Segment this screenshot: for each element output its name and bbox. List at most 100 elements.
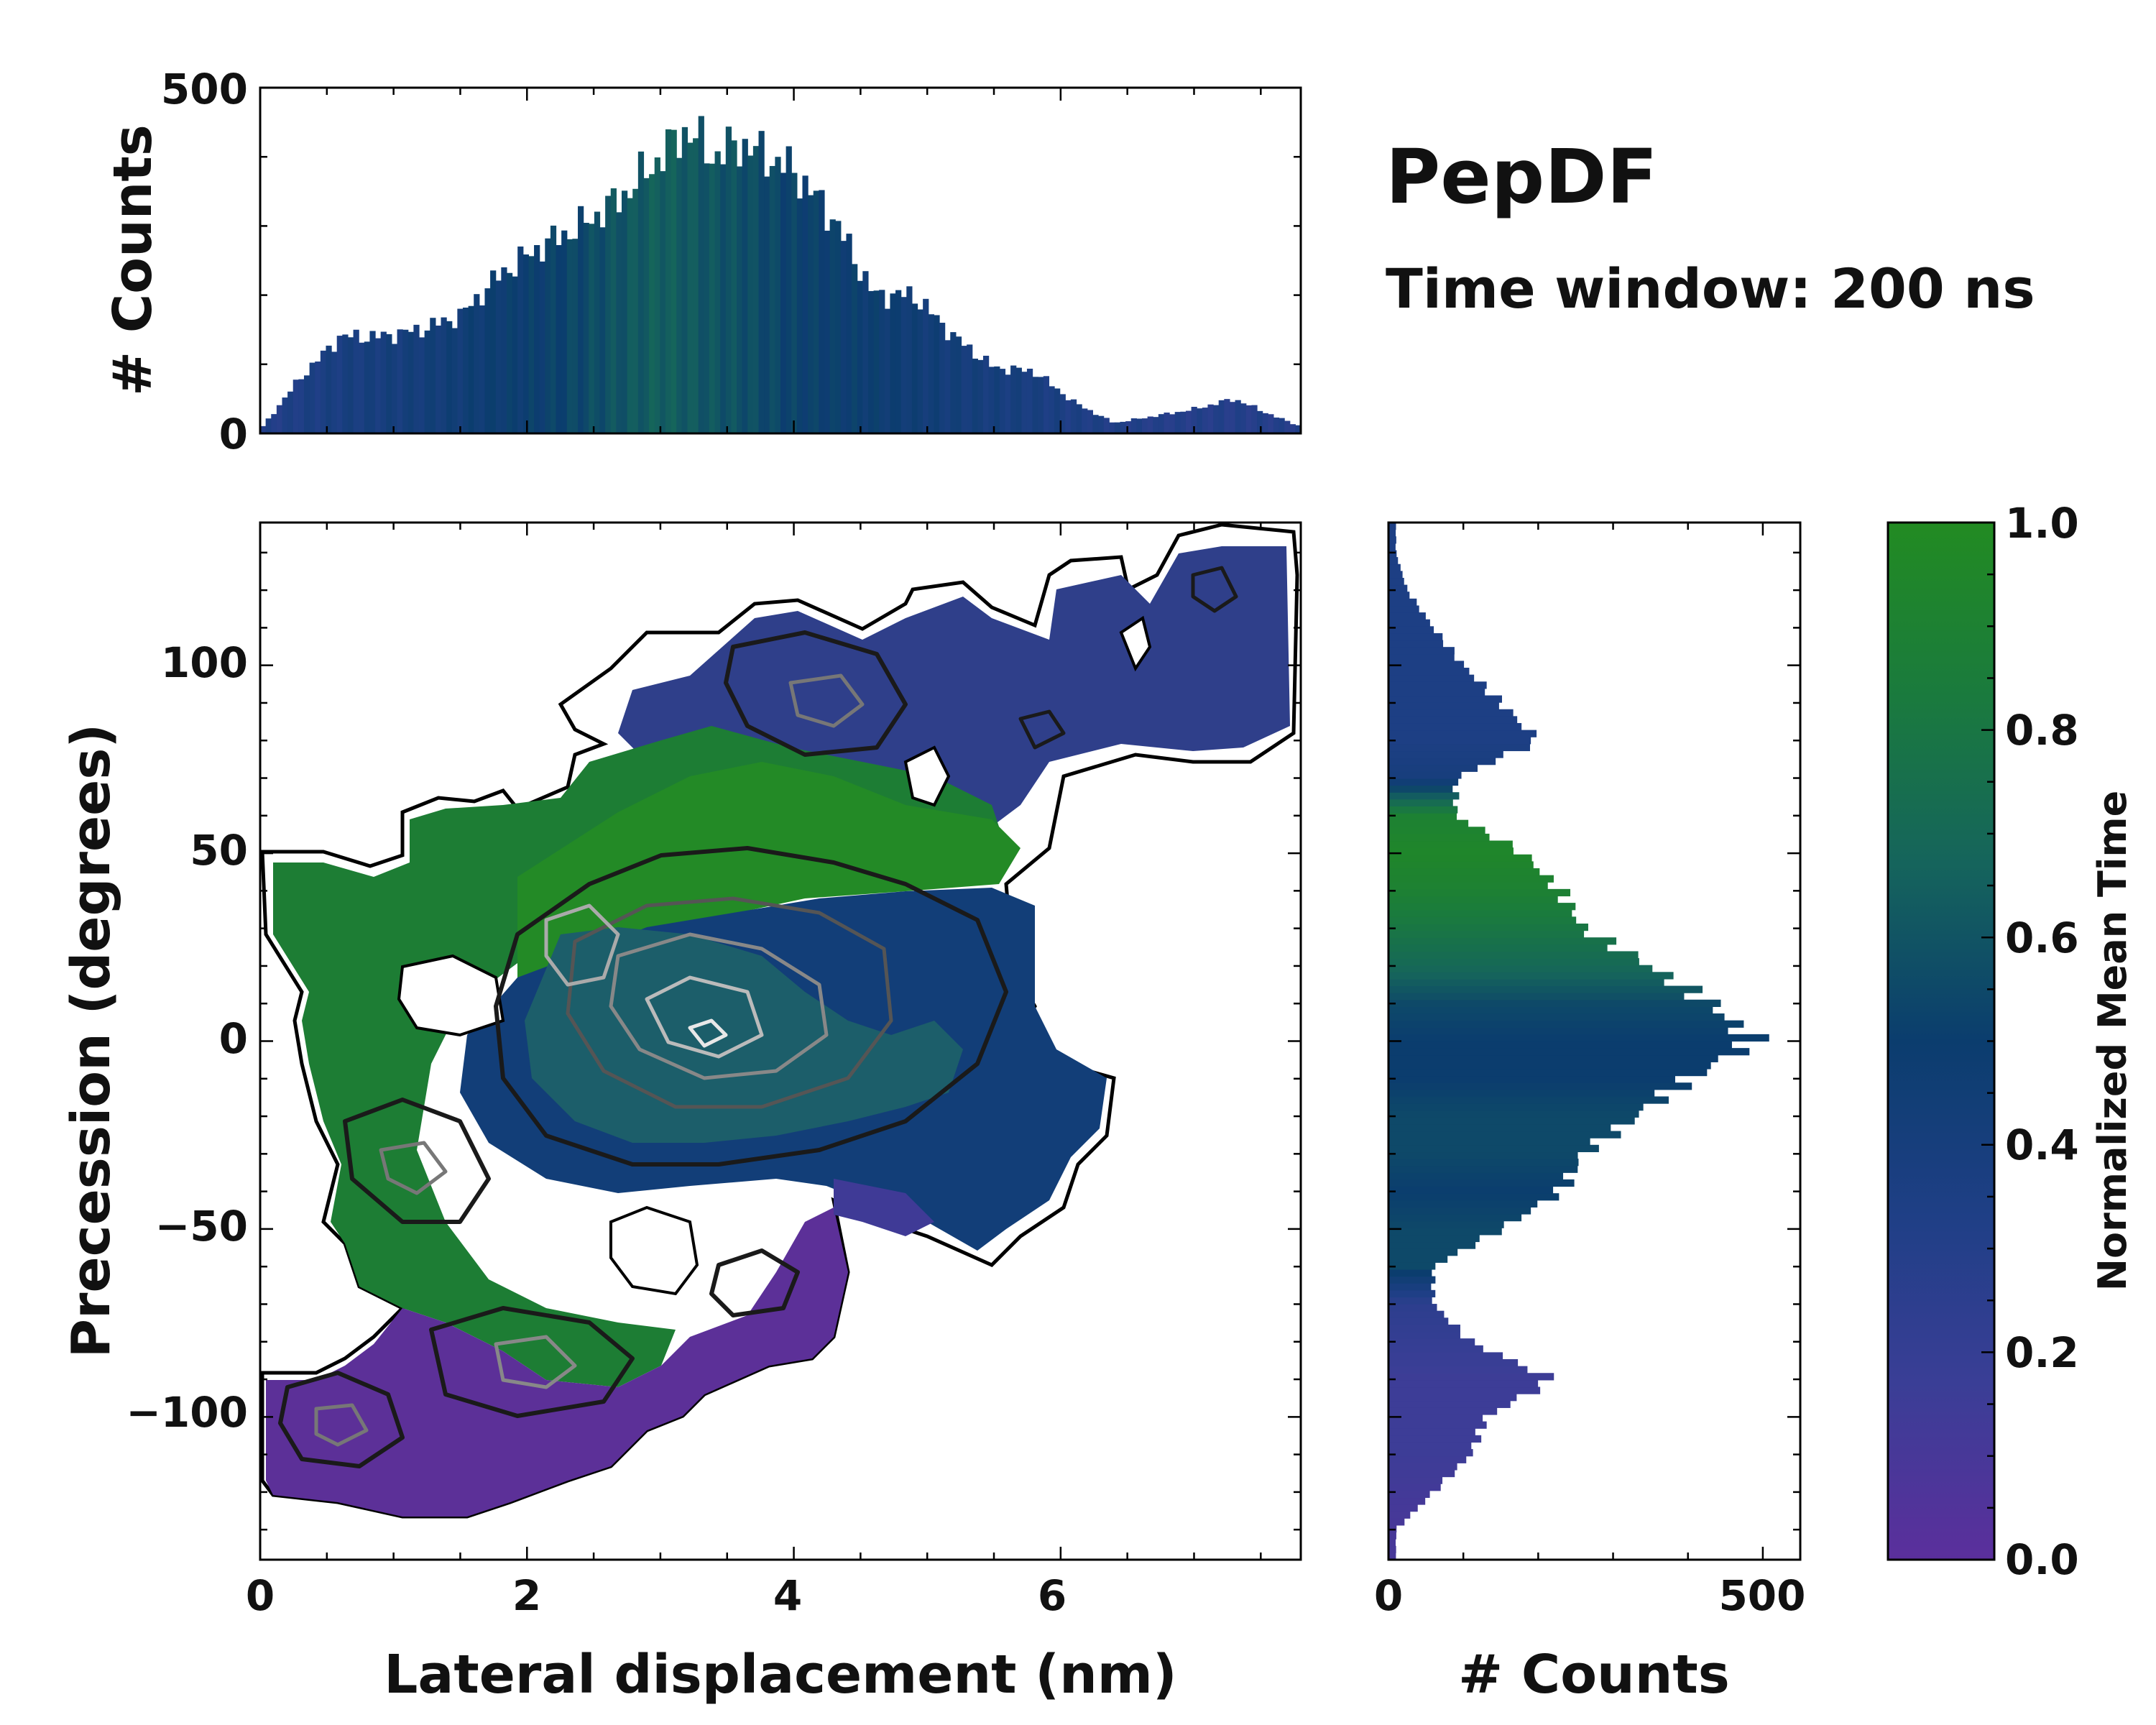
histogram-bar — [780, 172, 787, 433]
main-ytick-label: −50 — [155, 1202, 248, 1251]
histogram-bar — [900, 297, 907, 433]
histogram-bar — [786, 146, 792, 434]
histogram-bar — [769, 165, 775, 433]
colorbar-ticks — [1981, 521, 1994, 1561]
histogram-bar — [1388, 999, 1721, 1007]
histogram-bar — [906, 286, 913, 433]
contour-line — [688, 1018, 728, 1048]
histogram-bar — [1158, 414, 1165, 433]
histogram-bar — [1289, 424, 1296, 433]
histogram-bar — [972, 358, 978, 433]
histogram-bar — [1388, 1207, 1531, 1215]
histogram-bar — [424, 330, 430, 433]
histogram-bar — [731, 140, 737, 433]
histogram-bar — [578, 206, 584, 433]
right-histogram-ticks — [1387, 523, 1800, 1560]
histogram-bar — [1388, 577, 1404, 586]
main-ytick-label: −100 — [126, 1388, 248, 1437]
histogram-bar — [1388, 1220, 1504, 1228]
histogram-bar — [561, 230, 568, 433]
density-hole — [903, 745, 951, 807]
histogram-bar — [501, 267, 507, 433]
density-hole — [609, 1205, 699, 1296]
histogram-bar — [840, 241, 847, 433]
histogram-bar — [944, 340, 951, 433]
histogram-bar — [1388, 1497, 1426, 1505]
histogram-bar — [1388, 1228, 1502, 1236]
histogram-bar — [556, 244, 562, 433]
region-left-green — [273, 726, 1006, 1387]
histogram-bar — [1388, 799, 1453, 807]
histogram-bar — [1388, 1442, 1472, 1450]
histogram-bar — [923, 298, 929, 433]
histogram-bar — [1257, 410, 1263, 433]
histogram-bar — [1388, 868, 1540, 876]
histogram-bar — [1130, 418, 1137, 433]
histogram-bar — [802, 175, 808, 434]
histogram-bar — [1125, 421, 1132, 433]
histogram-bar — [303, 375, 310, 433]
histogram-bar — [660, 171, 666, 434]
histogram-bar — [1388, 1455, 1467, 1463]
histogram-bar — [1388, 1131, 1621, 1138]
histogram-bar — [1388, 951, 1639, 959]
contour-line — [429, 1306, 635, 1418]
histogram-bar — [369, 331, 376, 433]
density-hole — [1119, 615, 1152, 672]
histogram-bar — [1388, 674, 1475, 682]
histogram-bar — [1213, 405, 1220, 433]
histogram-bar — [342, 334, 349, 433]
colorbar-label: Normalized Mean Time — [2090, 791, 2135, 1291]
top-ytick-label: 500 — [161, 65, 248, 114]
histogram-bar — [386, 334, 392, 433]
main-ylabel: Precession (degrees) — [60, 724, 122, 1358]
histogram-bar — [1388, 1241, 1476, 1249]
histogram-bar — [1169, 414, 1176, 433]
histogram-bar — [260, 426, 267, 433]
histogram-bar — [1388, 619, 1430, 627]
contour-line — [609, 932, 829, 1080]
histogram-bar — [1235, 400, 1241, 433]
histogram-bar — [1054, 388, 1061, 433]
histogram-bar — [1388, 584, 1408, 592]
contour-line — [566, 896, 893, 1109]
histogram-bar — [1082, 408, 1088, 433]
main-heatmap-area — [260, 523, 1299, 1519]
histogram-bar — [380, 331, 387, 433]
histogram-bar — [326, 345, 332, 433]
right-histogram-bars — [1388, 523, 1769, 1560]
contour-line — [343, 1098, 491, 1224]
histogram-bar — [627, 198, 633, 433]
histogram-bar — [265, 418, 272, 433]
main-xtick-label: 0 — [246, 1571, 275, 1620]
histogram-bar — [1388, 592, 1410, 599]
histogram-bar — [1388, 1186, 1554, 1194]
colorbar-gradient — [1888, 523, 1994, 1560]
histogram-bar — [1388, 730, 1537, 737]
histogram-bar — [1388, 1366, 1528, 1374]
histogram-bar — [1388, 1159, 1579, 1167]
histogram-bar — [1388, 1075, 1675, 1083]
histogram-bar — [1207, 404, 1214, 433]
histogram-bar — [331, 351, 338, 433]
contour-line — [788, 673, 865, 728]
histogram-bar — [961, 346, 967, 433]
histogram-bar — [1388, 1117, 1635, 1125]
top-histogram: 500 0 # Counts — [102, 65, 1302, 459]
histogram-bar — [484, 288, 491, 433]
histogram-bar — [1388, 550, 1397, 558]
histogram-bar — [1388, 709, 1514, 717]
histogram-bar — [1388, 1054, 1718, 1062]
histogram-bar — [939, 323, 946, 433]
histogram-bar — [1388, 668, 1470, 676]
histogram-bar — [1388, 1144, 1599, 1153]
histogram-bar — [632, 188, 639, 433]
region-center-teal — [525, 927, 963, 1143]
histogram-bar — [506, 272, 513, 433]
histogram-bar — [808, 195, 814, 433]
histogram-bar — [1388, 1552, 1396, 1560]
right-histogram-xlabel: # Counts — [1458, 1644, 1730, 1706]
histogram-bar — [1388, 1013, 1725, 1021]
histogram-bar — [474, 294, 480, 433]
histogram-bar — [1388, 1532, 1396, 1540]
